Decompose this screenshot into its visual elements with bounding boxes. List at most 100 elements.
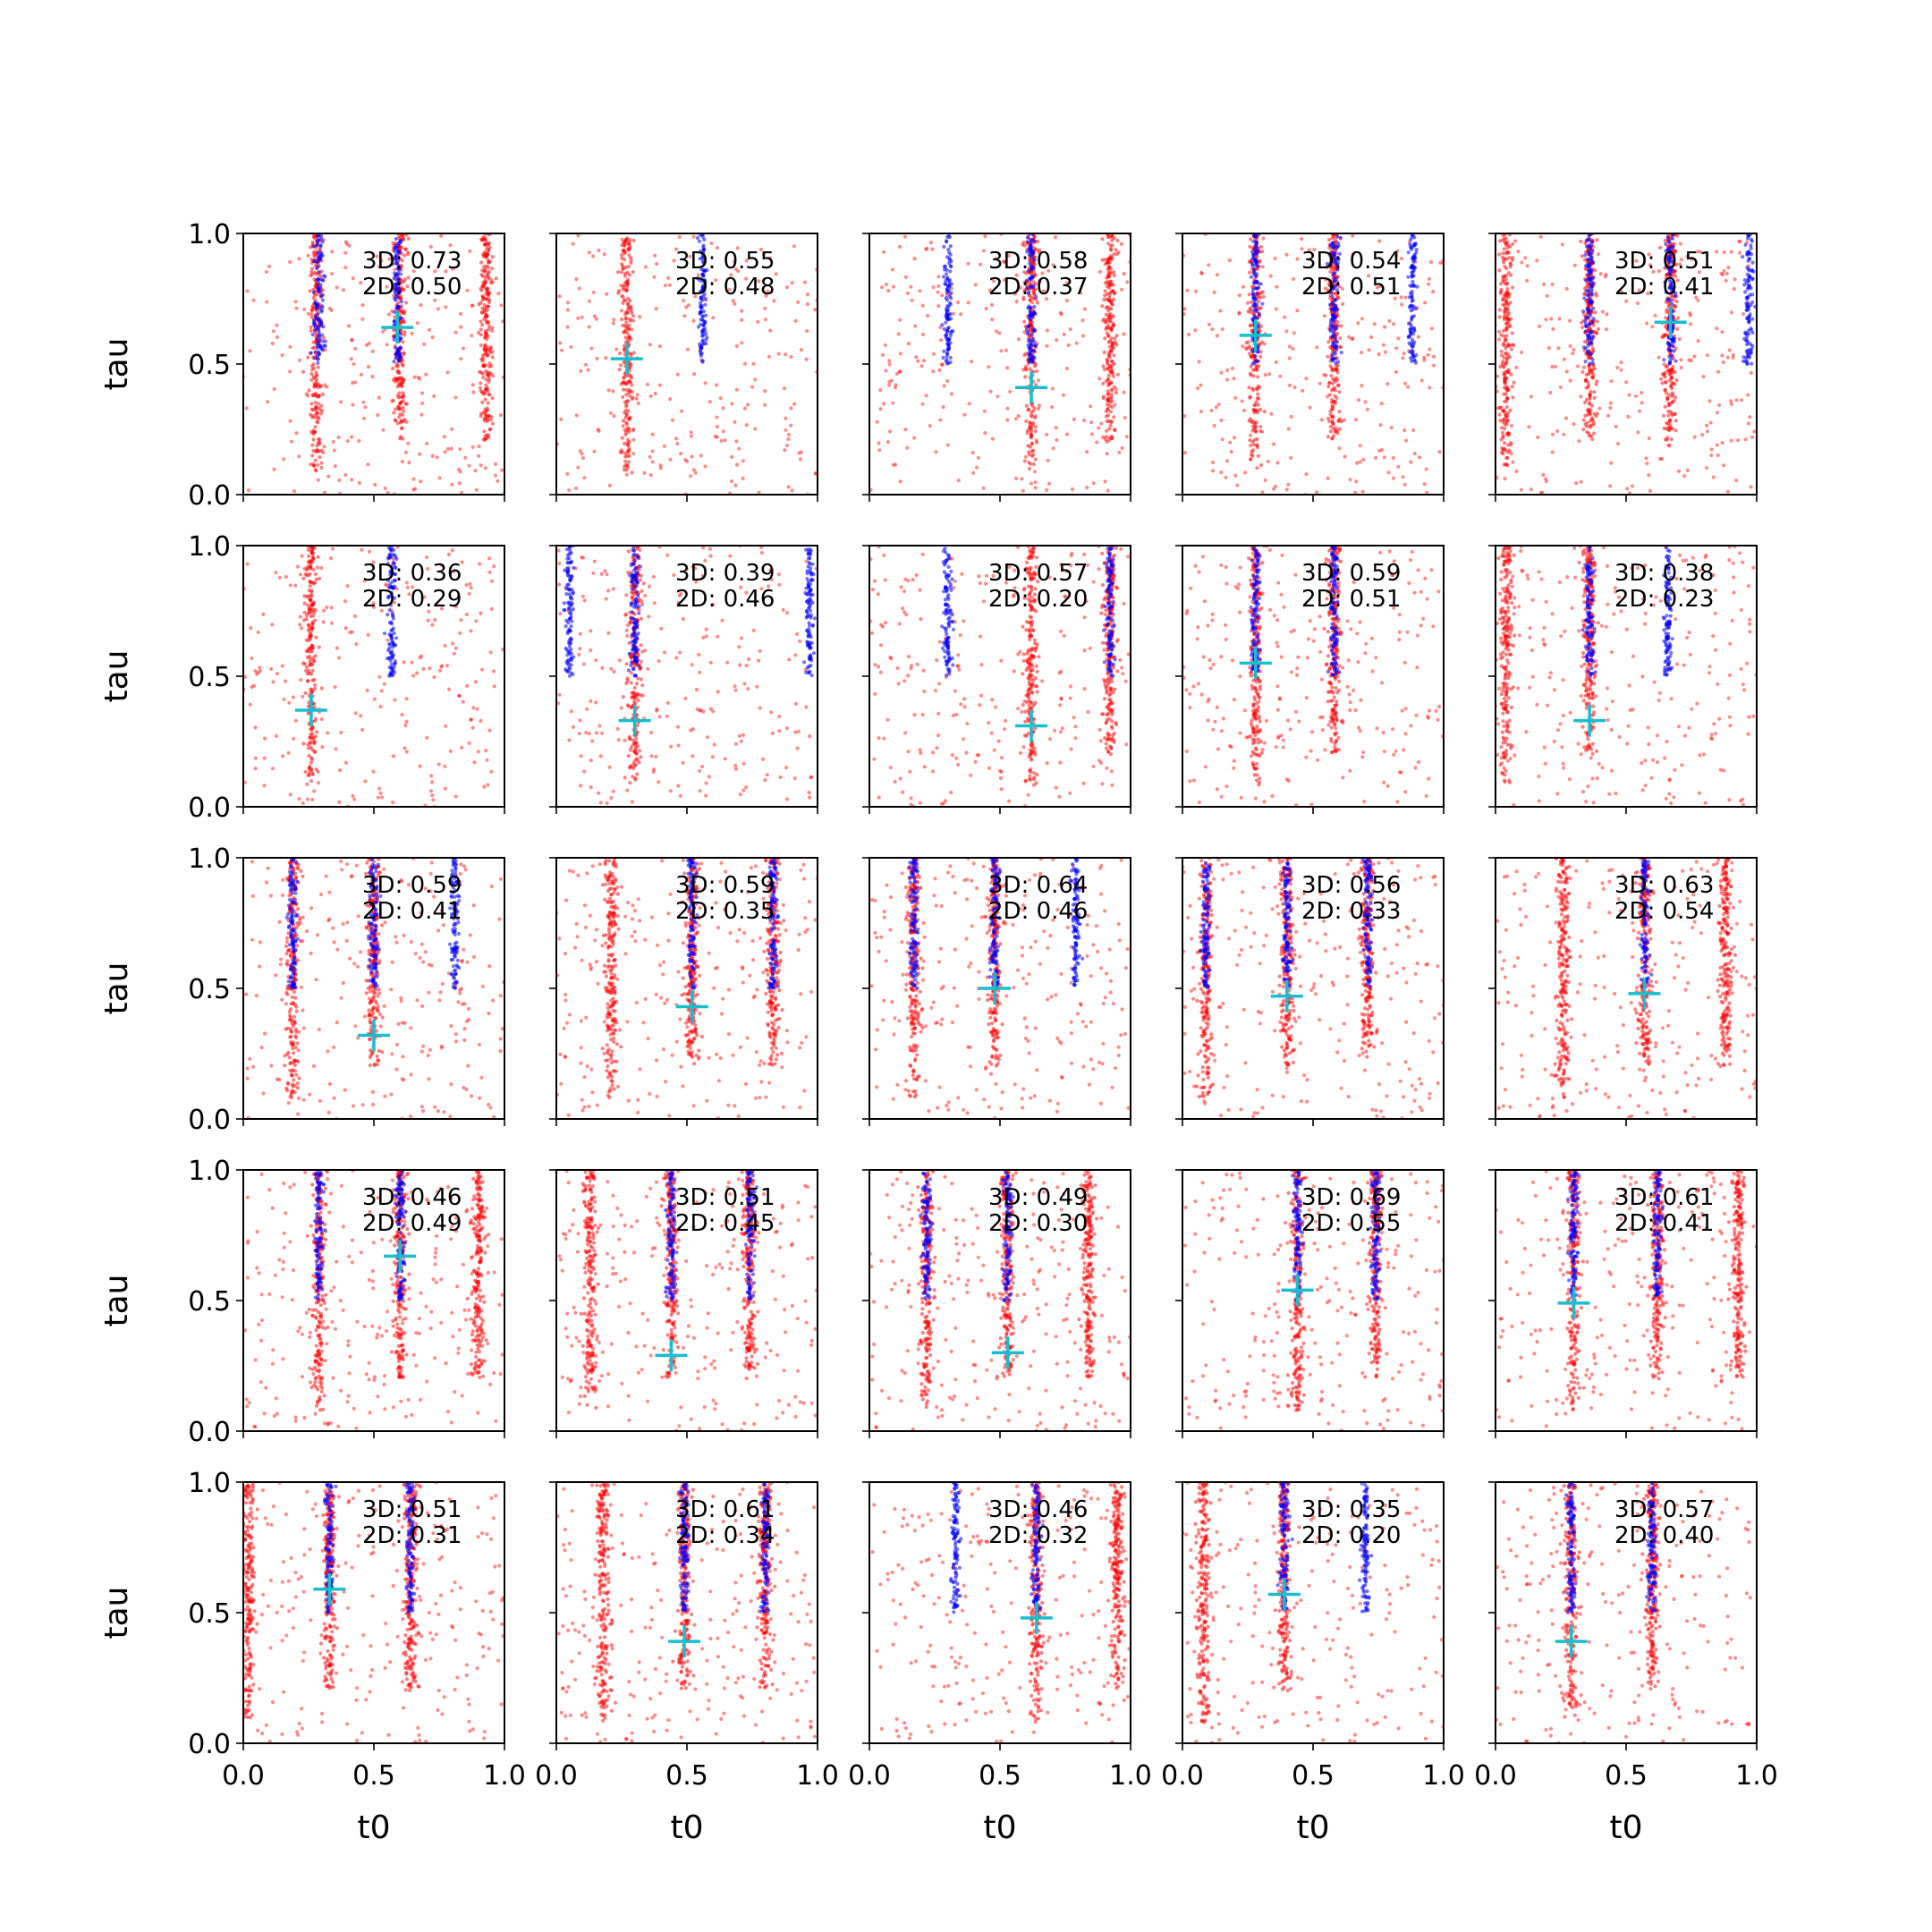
red-point [1558, 385, 1563, 390]
red-point [1512, 380, 1516, 385]
red-point [294, 306, 299, 310]
red-point [1261, 294, 1266, 299]
blue-point [1750, 276, 1755, 281]
red-point [411, 477, 416, 481]
red-point [1508, 408, 1513, 412]
red-point [629, 256, 633, 260]
red-point [1089, 404, 1093, 409]
red-point [487, 556, 492, 561]
red-point [270, 767, 275, 771]
red-point [1033, 457, 1038, 462]
red-point [1580, 325, 1585, 329]
red-point [1394, 346, 1399, 351]
red-point [894, 371, 900, 376]
red-point [500, 468, 504, 472]
red-point [1568, 378, 1572, 383]
red-point [1327, 419, 1332, 424]
red-point [571, 242, 575, 246]
red-point [1330, 267, 1335, 271]
red-point [1572, 347, 1576, 352]
red-point [1743, 437, 1748, 442]
red-point [1337, 446, 1342, 451]
red-point [379, 258, 384, 263]
red-point [1033, 429, 1038, 434]
red-point [1330, 407, 1335, 411]
blue-point [1748, 257, 1752, 261]
red-point [653, 392, 657, 396]
red-point [1574, 481, 1579, 486]
red-point [786, 432, 792, 436]
red-point [763, 389, 767, 394]
red-point [1738, 240, 1742, 244]
red-point [1104, 312, 1108, 317]
blue-point [1748, 348, 1752, 352]
red-point [1645, 321, 1649, 326]
red-point [1428, 347, 1432, 352]
red-point [371, 605, 376, 610]
red-point [1720, 330, 1724, 335]
red-point [1594, 382, 1598, 386]
red-point [1249, 323, 1253, 327]
red-point [631, 351, 636, 355]
red-point [607, 483, 613, 488]
red-point [1431, 289, 1436, 294]
red-point [1598, 272, 1603, 276]
red-point [487, 392, 491, 396]
red-point [1647, 252, 1651, 257]
red-point [680, 409, 684, 413]
red-point [1505, 443, 1511, 447]
red-point [1502, 417, 1507, 421]
red-point [1498, 364, 1503, 369]
red-point [1117, 450, 1122, 454]
red-point [1426, 352, 1430, 357]
red-point [984, 306, 988, 311]
y-tick-label: 1.0 [188, 219, 231, 250]
blue-point [1254, 308, 1259, 312]
red-point [1608, 405, 1613, 411]
red-point [627, 417, 631, 421]
red-point [445, 446, 450, 452]
blue-point [397, 354, 402, 359]
red-point [997, 331, 1002, 335]
red-point [474, 487, 479, 493]
red-point [349, 357, 353, 361]
red-point [627, 248, 631, 252]
red-point [1696, 339, 1700, 343]
red-point [1535, 258, 1539, 263]
red-point [1615, 365, 1620, 370]
red-point [623, 243, 627, 248]
red-point [887, 359, 892, 363]
red-point [1511, 395, 1515, 400]
red-point [1505, 281, 1510, 285]
blue-point [1250, 291, 1255, 295]
red-point [573, 486, 579, 491]
blue-point [315, 266, 319, 271]
red-point [1114, 334, 1119, 338]
red-point [468, 249, 472, 253]
red-point [1608, 484, 1613, 488]
blue-point [392, 360, 396, 364]
red-point [1102, 350, 1106, 355]
red-point [799, 450, 804, 454]
red-point [1110, 371, 1115, 376]
red-point [1500, 451, 1504, 455]
red-point [430, 623, 435, 627]
red-point [1682, 474, 1687, 479]
red-point [1504, 351, 1508, 355]
blue-point [1666, 267, 1671, 271]
red-point [330, 250, 335, 254]
red-point [413, 487, 418, 491]
blue-point [1673, 294, 1678, 299]
red-point [1105, 360, 1109, 365]
red-point [1109, 348, 1114, 352]
red-point [307, 388, 311, 393]
red-point [658, 466, 663, 470]
red-point [1233, 395, 1238, 400]
red-point [483, 416, 487, 420]
blue-point [392, 276, 396, 281]
red-point [330, 547, 335, 551]
blue-point [951, 329, 955, 334]
red-point [1334, 364, 1338, 369]
red-point [1727, 348, 1732, 352]
score-annotation: 2D: 0.48 [675, 274, 775, 301]
